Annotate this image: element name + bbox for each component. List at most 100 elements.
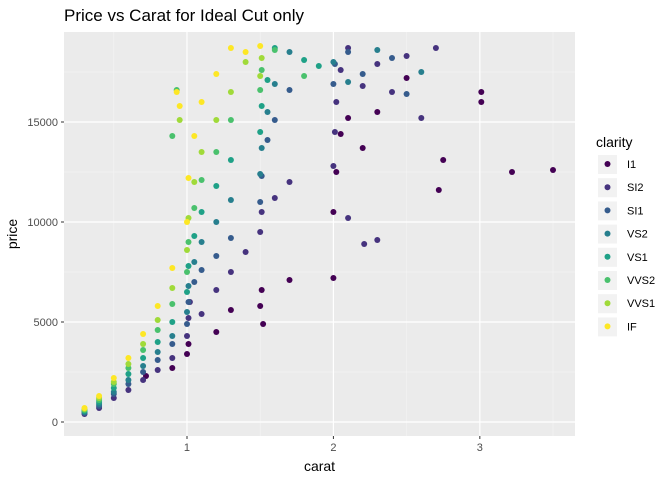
data-point-i1 [330,275,337,281]
data-point-vvs1 [198,149,205,155]
data-point-i1 [333,169,340,175]
legend-label: VS1 [627,252,648,264]
data-point-vvs1 [191,179,198,185]
data-point-vs1 [140,355,147,361]
data-point-si2 [333,99,340,105]
data-point-si2 [432,45,439,51]
data-point-si2 [418,115,425,121]
legend-label: SI2 [627,182,644,194]
data-point-vvs2 [184,269,190,275]
data-point-vs2 [213,219,220,225]
data-point-if [213,71,220,77]
y-tick-label: 15000 [27,117,58,129]
data-point-si1 [271,117,278,123]
data-point-si1 [345,49,352,55]
data-point-si1 [198,267,205,273]
data-point-vs2 [191,259,198,265]
data-point-i1 [359,145,366,151]
data-point-vvs1 [213,117,220,123]
data-point-si2 [198,311,205,317]
data-point-vs2 [258,145,265,151]
data-point-i1 [286,277,293,283]
data-point-if [227,45,234,51]
legend-swatch [604,207,611,214]
data-point-si1 [359,71,366,77]
data-point-i1 [345,115,352,121]
data-point-si2 [169,355,176,361]
data-point-si1 [140,369,147,375]
data-point-si2 [345,215,352,221]
legend-label: VS2 [627,229,648,241]
plot-panel [64,32,575,436]
data-point-si2 [403,53,410,59]
legend-label: VVS1 [627,298,655,310]
data-point-si2 [213,287,220,293]
data-point-si2 [184,333,190,339]
data-point-si2 [227,269,234,275]
data-point-si2 [125,387,132,393]
data-point-vs2 [184,309,190,315]
data-point-vvs1 [154,317,161,323]
data-point-vvs2 [154,327,161,333]
data-point-if [257,43,264,49]
data-point-vvs2 [271,47,278,53]
data-point-i1 [337,131,344,137]
data-point-vs2 [418,69,425,75]
data-point-vs2 [198,239,205,245]
data-point-si1 [191,279,198,285]
data-point-if [198,99,205,105]
data-point-vvs2 [140,347,147,353]
data-point-vvs1 [125,361,132,367]
data-point-vvs1 [258,55,265,61]
data-point-i1 [440,157,447,163]
data-point-if [110,375,117,381]
legend: clarity I1 SI2 SI1 VS2 VS1 VVS2 VVS1 IF [596,134,655,337]
data-point-if [125,355,132,361]
data-point-si1 [169,341,176,347]
data-point-vs2 [185,283,192,289]
data-point-vvs2 [191,205,198,211]
data-point-vvs1 [227,89,234,95]
data-point-if [154,303,161,309]
data-point-vs1 [301,57,308,63]
data-point-if [191,133,198,139]
data-point-vvs2 [213,149,220,155]
data-point-i1 [184,351,190,357]
data-point-vs1 [315,63,322,69]
data-point-vs1 [125,371,132,377]
data-point-vs2 [330,59,337,65]
data-point-vs2 [227,197,234,203]
data-point-vs1 [264,77,271,83]
data-point-vvs1 [257,73,264,79]
data-point-si1 [330,81,337,87]
data-point-i1 [330,209,337,215]
data-point-si2 [331,129,338,135]
legend-label: IF [627,321,637,333]
data-point-if [96,393,103,399]
legend-label: VVS2 [627,275,655,287]
data-point-vs1 [227,157,234,163]
axes: 1 2 3 0 5000 10000 15000 [27,117,482,454]
data-point-i1 [227,307,234,313]
data-point-si1 [185,299,192,305]
data-point-if [184,219,190,225]
data-point-i1 [185,341,192,347]
data-point-if [242,49,249,55]
data-point-if [173,89,180,95]
x-tick-label: 2 [330,442,336,454]
data-point-si2 [271,195,278,201]
data-point-si1 [264,137,271,143]
data-point-vvs2 [301,73,308,79]
data-point-vvs1 [140,341,147,347]
data-point-si2 [389,89,395,95]
data-point-i1 [478,89,485,95]
data-point-si2 [374,61,381,67]
data-point-if [81,405,88,411]
data-point-vs2 [271,81,278,87]
data-point-si2 [257,229,264,235]
data-point-vs1 [191,233,198,239]
data-point-si2 [154,367,161,373]
legend-swatch [604,253,611,260]
data-point-vvs1 [184,247,190,253]
data-point-si2 [359,83,366,89]
